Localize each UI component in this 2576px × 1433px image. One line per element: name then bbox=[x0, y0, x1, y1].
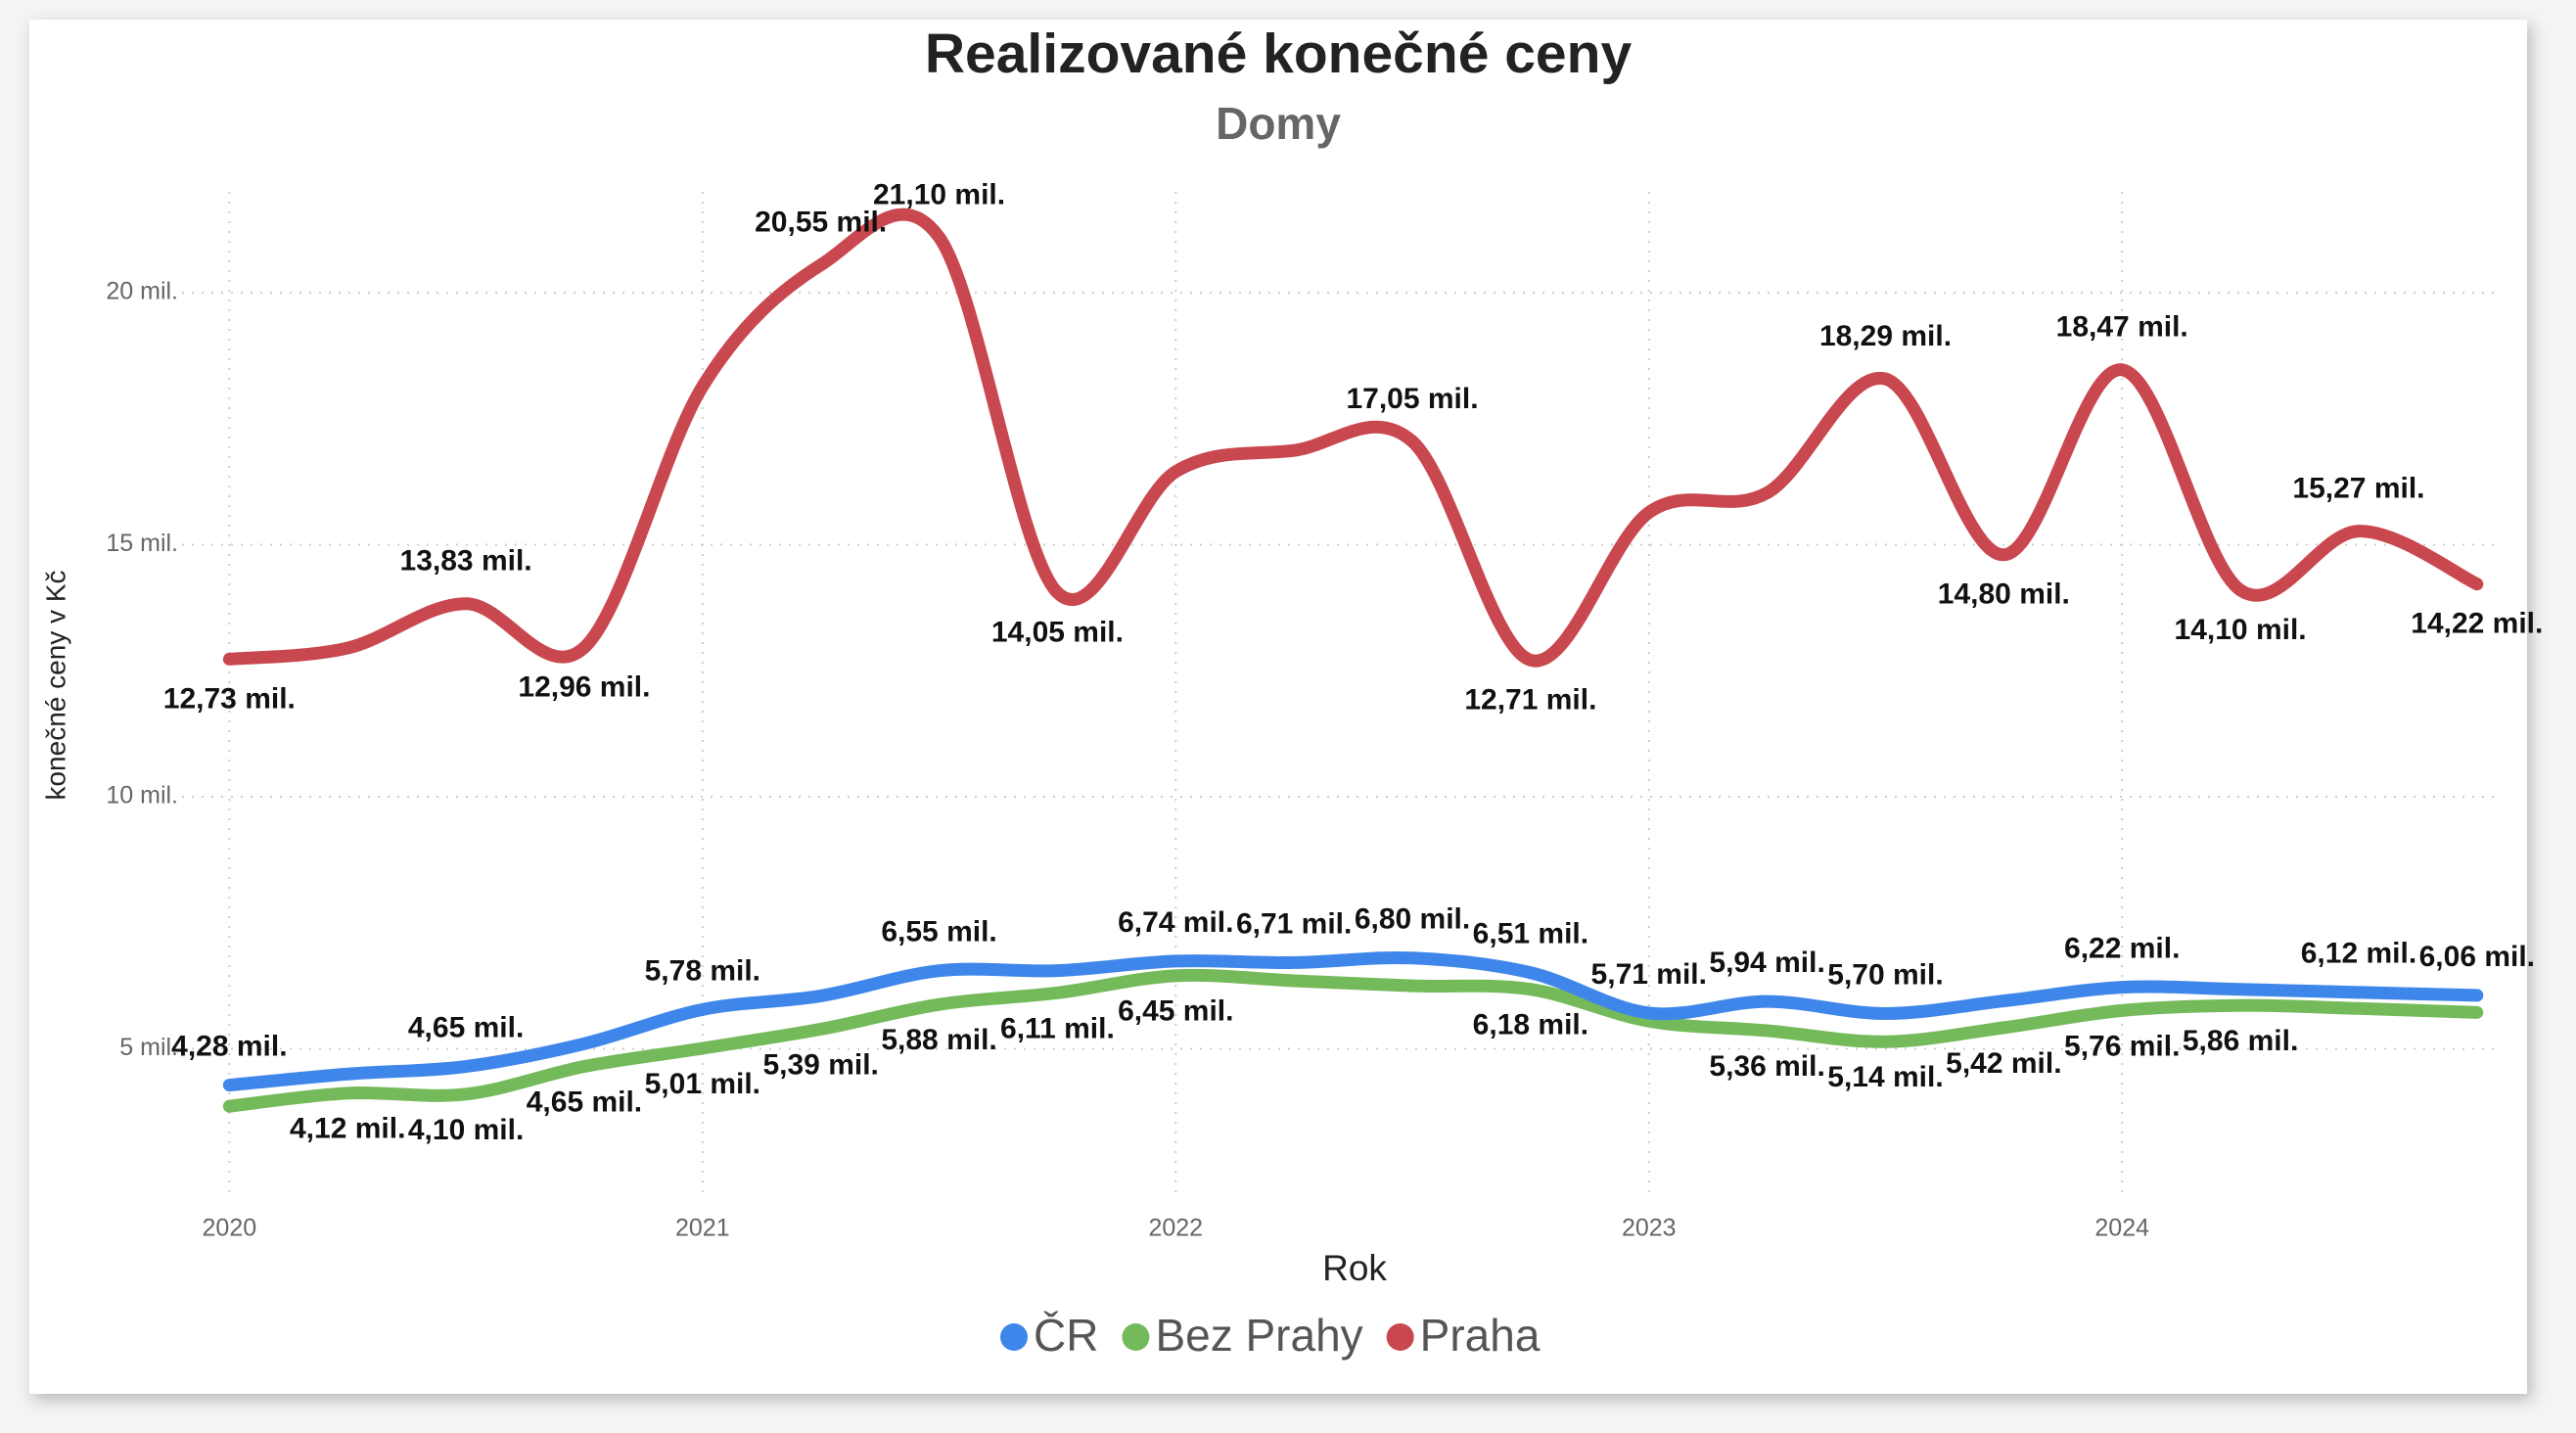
data-label: 18,29 mil. bbox=[1819, 320, 1952, 352]
data-label: 4,12 mil. bbox=[290, 1113, 405, 1145]
data-label: 12,96 mil. bbox=[518, 670, 650, 703]
data-label: 5,86 mil. bbox=[2183, 1025, 2298, 1057]
y-tick-label: 20 mil. bbox=[106, 278, 178, 305]
data-label: 13,83 mil. bbox=[400, 545, 532, 578]
legend-label: ČR bbox=[1034, 1310, 1098, 1361]
data-label: 5,39 mil. bbox=[762, 1048, 878, 1081]
data-label: 14,80 mil. bbox=[1938, 578, 2070, 611]
y-tick-label: 10 mil. bbox=[106, 782, 178, 809]
legend-marker bbox=[1122, 1323, 1150, 1351]
y-tick-label: 15 mil. bbox=[106, 530, 178, 557]
series-line bbox=[222, 951, 2484, 1092]
data-label: 5,78 mil. bbox=[645, 954, 760, 987]
x-tick-label: 2022 bbox=[1148, 1215, 1203, 1242]
data-label: 6,22 mil. bbox=[2064, 933, 2180, 965]
legend-label: Bez Prahy bbox=[1155, 1310, 1362, 1361]
data-label: 4,10 mil. bbox=[408, 1114, 524, 1146]
data-label: 14,05 mil. bbox=[991, 616, 1124, 648]
data-label: 14,22 mil. bbox=[2411, 608, 2543, 640]
x-tick-label: 2024 bbox=[2094, 1215, 2149, 1242]
chart-subtitle: Domy bbox=[1216, 98, 1341, 149]
data-label: 4,65 mil. bbox=[527, 1086, 642, 1118]
chart-title: Realizované konečné ceny bbox=[925, 23, 1633, 85]
data-label: 14,10 mil. bbox=[2175, 614, 2307, 646]
series-line bbox=[222, 208, 2484, 668]
data-label: 15,27 mil. bbox=[2292, 473, 2424, 505]
data-label: 4,65 mil. bbox=[408, 1011, 524, 1043]
data-label: 5,76 mil. bbox=[2064, 1030, 2180, 1062]
series-line bbox=[222, 968, 2484, 1113]
data-label: 6,18 mil. bbox=[1473, 1009, 1588, 1041]
data-label: 6,51 mil. bbox=[1473, 918, 1588, 950]
data-label: 6,80 mil. bbox=[1355, 903, 1470, 936]
data-label: 5,70 mil. bbox=[1827, 958, 1943, 991]
data-label: 5,88 mil. bbox=[881, 1024, 996, 1056]
data-label: 12,73 mil. bbox=[163, 682, 296, 715]
data-label: 6,45 mil. bbox=[1118, 995, 1233, 1028]
data-label: 5,01 mil. bbox=[645, 1068, 760, 1100]
x-tick-label: 2021 bbox=[675, 1215, 730, 1242]
data-label: 17,05 mil. bbox=[1346, 383, 1478, 415]
x-tick-label: 2020 bbox=[203, 1215, 257, 1242]
y-axis-title: konečné ceny v Kč bbox=[40, 570, 70, 800]
data-label: 12,71 mil. bbox=[1464, 683, 1596, 716]
data-label: 4,28 mil. bbox=[171, 1031, 287, 1063]
data-label: 6,11 mil. bbox=[1000, 1012, 1115, 1044]
data-label: 6,12 mil. bbox=[2301, 938, 2416, 970]
legend-label: Praha bbox=[1420, 1310, 1541, 1361]
data-label: 20,55 mil. bbox=[755, 207, 887, 239]
legend-marker bbox=[1000, 1323, 1028, 1351]
data-label: 5,36 mil. bbox=[1709, 1050, 1824, 1083]
card bbox=[29, 20, 2527, 1394]
x-axis-title: Rok bbox=[1322, 1248, 1387, 1288]
data-label: 5,71 mil. bbox=[1591, 958, 1707, 991]
data-label: 6,71 mil. bbox=[1236, 907, 1352, 940]
data-label: 21,10 mil. bbox=[873, 178, 1005, 210]
y-tick-label: 5 mil. bbox=[119, 1034, 178, 1061]
data-label: 6,74 mil. bbox=[1118, 906, 1233, 939]
data-label: 6,55 mil. bbox=[881, 916, 996, 948]
data-label: 6,06 mil. bbox=[2419, 941, 2535, 973]
data-label: 18,47 mil. bbox=[2056, 311, 2188, 344]
legend-marker bbox=[1386, 1323, 1414, 1351]
data-label: 5,94 mil. bbox=[1709, 947, 1824, 979]
data-label: 5,42 mil. bbox=[1946, 1047, 2061, 1080]
x-tick-label: 2023 bbox=[1622, 1215, 1677, 1242]
data-label: 5,14 mil. bbox=[1827, 1061, 1943, 1093]
